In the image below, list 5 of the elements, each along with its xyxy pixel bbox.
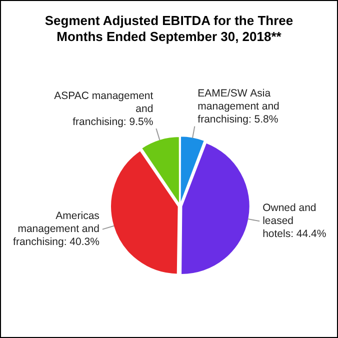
slice-label: EAME/SW Asia management and franchising: 5.8% xyxy=(198,88,280,126)
chart-title: Segment Adjusted EBITDA for the Three Months Ended September 30, 2018** xyxy=(44,12,294,45)
slice-label: Owned and leased hotels: 44.4% xyxy=(262,202,326,240)
slice-label: Americas management and franchising: 40.3% xyxy=(13,210,100,248)
slice-label: ASPAC management and franchising: 9.5% xyxy=(54,90,154,128)
